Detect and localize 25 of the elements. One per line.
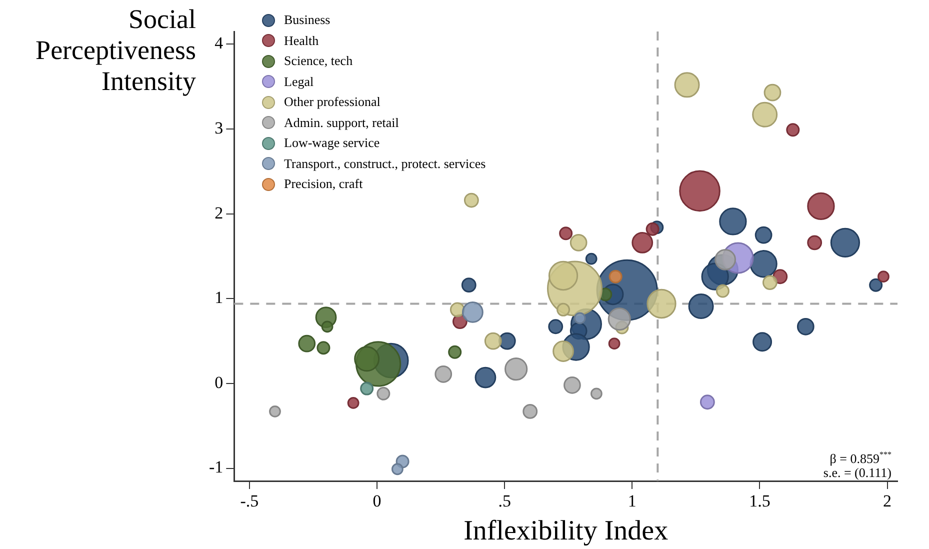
x-tick-label: 1 <box>628 492 636 511</box>
legend-label: Business <box>284 11 330 29</box>
x-tick-label: -.5 <box>240 492 259 511</box>
y-axis-title: Social Perceptiveness Intensity <box>34 4 196 97</box>
legend-label: Low-wage service <box>284 134 380 152</box>
legend-label: Science, tech <box>284 52 353 70</box>
y-tick-label: 0 <box>214 372 224 392</box>
x-axis-title: Inflexibility Index <box>464 516 668 547</box>
legend-label: Admin. support, retail <box>284 114 399 132</box>
y-tick-label: 4 <box>214 34 224 53</box>
legend-label: Transport., construct., protect. services <box>284 154 486 173</box>
y-tick-label: 1 <box>214 288 224 308</box>
annotation: β = 0.859*** <box>830 450 892 466</box>
x-tick-label: 2 <box>883 492 892 511</box>
annotation: s.e. = (0.111) <box>823 465 892 480</box>
x-tick-label: 0 <box>372 492 382 511</box>
y-tick-label: 2 <box>214 203 224 222</box>
legend-label: Health <box>284 32 319 50</box>
y-tick-label: -1 <box>208 458 224 477</box>
legend-label: Precision, craft <box>284 175 363 193</box>
x-tick-label: .5 <box>498 492 511 511</box>
x-tick-label: 1.5 <box>749 492 770 511</box>
legend-label: Legal <box>284 72 314 91</box>
y-tick-label: 3 <box>214 118 224 138</box>
legend-label: Other professional <box>284 93 380 111</box>
